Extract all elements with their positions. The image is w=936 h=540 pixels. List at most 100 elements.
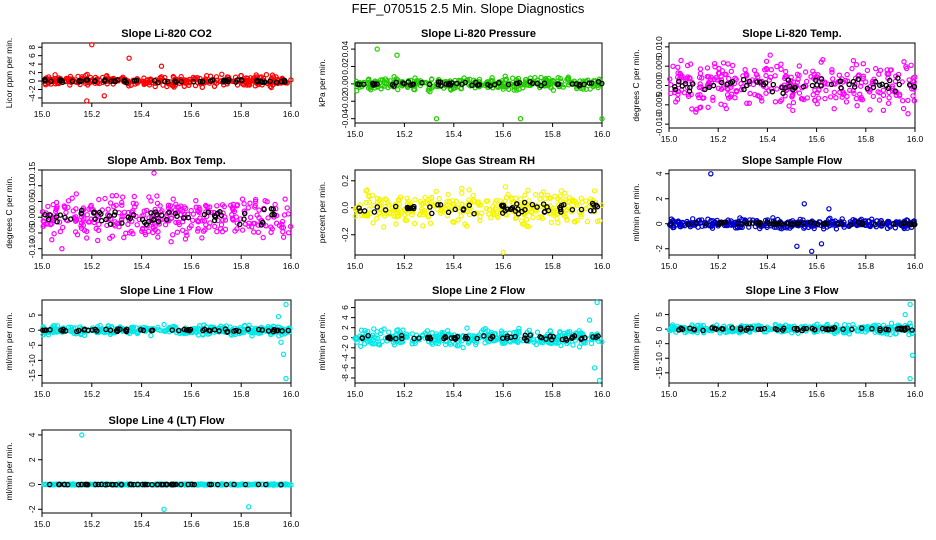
data-point-black: [78, 207, 85, 214]
y-axis-label: degrees C per min.: [631, 49, 641, 121]
data-point: [802, 69, 809, 75]
x-tick-label: 15.2: [84, 519, 101, 529]
data-point: [537, 196, 543, 202]
data-point: [450, 218, 456, 225]
data-point: [254, 212, 260, 218]
data-point: [152, 206, 158, 213]
data-point: [790, 99, 797, 106]
data-point: [382, 196, 388, 202]
data-point-outlier: [126, 55, 132, 61]
data-point: [747, 90, 753, 97]
data-point: [716, 70, 723, 77]
data-point: [526, 198, 532, 204]
data-point-black: [127, 215, 134, 222]
data-point-black: [382, 207, 389, 213]
x-tick-label: 15.4: [133, 519, 150, 529]
data-point: [744, 100, 750, 107]
data-point: [759, 98, 765, 104]
data-point-black: [770, 81, 777, 88]
data-point: [155, 228, 161, 235]
data-point-black: [172, 210, 179, 217]
data-point-black: [727, 80, 734, 86]
data-point: [263, 71, 270, 78]
data-point: [211, 223, 218, 230]
data-point-black: [54, 218, 60, 225]
data-point-black: [690, 81, 696, 87]
data-point: [900, 105, 907, 112]
data-point: [697, 66, 704, 72]
data-point: [113, 202, 119, 208]
data-point: [233, 214, 239, 220]
data-point-outlier: [500, 249, 506, 255]
data-point: [450, 85, 457, 92]
data-point: [560, 84, 566, 90]
data-point-black: [851, 84, 858, 90]
data-point-outlier: [394, 52, 400, 58]
data-point-black: [879, 81, 885, 87]
data-point: [477, 217, 483, 224]
data-point-black: [199, 78, 206, 85]
data-point: [175, 219, 182, 225]
x-tick-label: 15.6: [808, 261, 825, 271]
data-point: [411, 220, 418, 227]
y-tick-label: 0.0: [340, 202, 350, 214]
data-point-black: [846, 81, 852, 88]
x-tick-label: 15.2: [396, 261, 413, 271]
data-point: [752, 91, 758, 98]
black-series-points: [42, 206, 277, 228]
data-point-black: [197, 78, 203, 85]
data-point: [125, 221, 131, 228]
data-point-outlier: [158, 63, 165, 69]
data-point: [50, 78, 56, 84]
data-point-black: [112, 209, 118, 215]
y-tick-label: 4: [27, 61, 37, 66]
data-point: [365, 85, 372, 91]
data-point-black: [554, 81, 561, 88]
data-point: [155, 234, 161, 240]
data-point: [183, 229, 189, 236]
y-tick-label: -0.010: [654, 112, 664, 136]
data-point: [186, 225, 193, 231]
data-point: [454, 83, 461, 89]
data-point: [860, 73, 867, 79]
data-point: [213, 74, 220, 80]
data-point-outlier: [101, 93, 108, 99]
data-point: [262, 197, 268, 204]
data-point-black: [769, 88, 776, 95]
data-point-black: [459, 81, 465, 87]
data-point-black: [569, 81, 576, 87]
data-point: [586, 203, 592, 210]
data-point: [708, 74, 714, 80]
data-point: [888, 67, 894, 73]
data-point-black: [241, 210, 248, 217]
x-tick-label: 15.8: [858, 134, 875, 144]
data-point: [571, 198, 578, 204]
data-point-black: [760, 81, 767, 88]
data-point-black: [261, 79, 268, 86]
x-tick-label: 15.6: [183, 519, 200, 529]
data-point-black: [205, 209, 212, 215]
data-point: [763, 58, 770, 65]
data-point: [840, 89, 846, 95]
data-point: [688, 61, 694, 67]
data-point-black: [405, 79, 412, 85]
data-point: [411, 86, 417, 93]
data-point-black: [864, 85, 871, 92]
data-point: [61, 204, 68, 211]
data-point: [455, 217, 461, 223]
data-point: [376, 211, 382, 217]
data-point-black: [212, 214, 219, 220]
data-point-black: [356, 205, 362, 211]
data-point: [873, 65, 879, 72]
data-point: [880, 87, 887, 93]
data-point: [364, 187, 370, 193]
data-point-black: [155, 218, 162, 225]
data-point: [170, 73, 176, 80]
data-point-black: [558, 209, 564, 215]
data-point: [565, 198, 572, 204]
data-point-black: [210, 77, 216, 83]
data-point: [783, 68, 789, 75]
data-point: [184, 211, 191, 217]
data-point: [827, 94, 834, 100]
data-point-black: [96, 209, 103, 216]
